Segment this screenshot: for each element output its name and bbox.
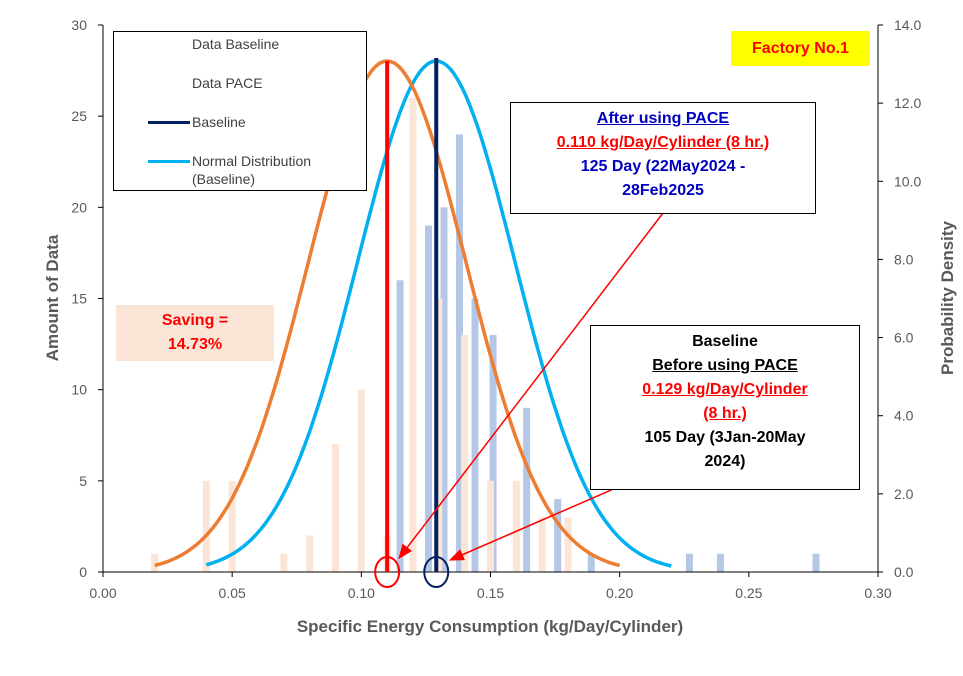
legend-swatch xyxy=(114,113,190,131)
arrow-after-pace xyxy=(398,212,664,560)
after-pace-box: After using PACE 0.110 kg/Day/Cylinder (… xyxy=(510,102,816,214)
axes-layer: 0.00 0.05 0.10 0.15 0.20 0.25 0.30 0 5 10 15 20 25 30… xyxy=(71,17,921,601)
legend-item-baseline: Baseline xyxy=(114,113,364,131)
y-right-tick-label: 10.0 xyxy=(894,173,921,189)
y-right-tick-label: 4.0 xyxy=(894,408,914,424)
x-tick-label: 0.25 xyxy=(735,585,762,601)
x-tick-label: 0.30 xyxy=(864,585,891,601)
normal-curve-pace xyxy=(154,59,621,568)
x-tick-label: 0.15 xyxy=(477,585,504,601)
bar-pace xyxy=(538,517,546,572)
legend-item-normal-distribution: Normal Distribution (Baseline) xyxy=(114,152,364,188)
y-right-tick-label: 12.0 xyxy=(894,95,921,111)
legend-label: Baseline xyxy=(192,114,246,130)
bar-baseline xyxy=(554,499,562,572)
baseline-mean-circle xyxy=(423,556,450,588)
factory-label: Factory No.1 xyxy=(731,31,870,66)
y-right-tick-label: 0.0 xyxy=(894,564,914,580)
bar-pace xyxy=(461,334,469,572)
bar-baseline xyxy=(456,134,463,572)
normal-curve-baseline xyxy=(205,59,672,568)
y-left-tick-label: 10 xyxy=(71,382,87,398)
x-tick-label: 0.05 xyxy=(219,585,246,601)
legend-item-data-baseline: Data Baseline xyxy=(114,35,364,53)
bar-baseline xyxy=(396,280,404,572)
bar-baseline xyxy=(716,553,724,572)
baseline-days: 105 Day (3Jan-20May xyxy=(644,429,806,446)
bar-baseline xyxy=(489,334,497,572)
bar-baseline xyxy=(685,553,693,572)
y-right-tick-label: 6.0 xyxy=(894,330,914,346)
bar-pace xyxy=(357,389,365,572)
bar-baseline xyxy=(587,553,595,572)
x-tick-label: 0.20 xyxy=(606,585,633,601)
y-right-tick-label: 14.0 xyxy=(894,17,921,33)
bars-layer xyxy=(151,97,820,573)
x-tick-label: 0.10 xyxy=(348,585,375,601)
y-left-tick-label: 30 xyxy=(71,17,87,33)
saving-box: Saving = 14.73% xyxy=(116,305,274,361)
x-axis-title: Specific Energy Consumption (kg/Day/Cyli… xyxy=(297,617,683,636)
bar-pace xyxy=(435,298,443,572)
y-left-axis-title: Amount of Data xyxy=(43,234,62,361)
bar-pace xyxy=(564,517,572,572)
y-left-tick-label: 5 xyxy=(79,473,87,489)
bar-pace xyxy=(280,553,288,572)
legend-swatch xyxy=(114,74,172,92)
bar-baseline xyxy=(425,225,432,573)
baseline-title: Baseline xyxy=(692,333,758,350)
bar-pace xyxy=(228,480,236,572)
x-tick-label: 0.00 xyxy=(89,585,116,601)
bar-pace xyxy=(512,480,520,572)
baseline-box: Baseline Before using PACE 0.129 kg/Day/… xyxy=(590,325,860,490)
y-left-tick-label: 20 xyxy=(71,199,87,215)
baseline-subtitle: Before using PACE xyxy=(652,357,798,374)
curves-layer xyxy=(154,59,672,568)
after-days: 125 Day (22May2024 - xyxy=(580,158,746,175)
baseline-value: 0.129 kg/Day/Cylinder xyxy=(642,381,808,398)
y-left-tick-label: 15 xyxy=(71,291,87,307)
bar-pace xyxy=(202,480,210,572)
bar-baseline xyxy=(440,207,448,573)
bar-pace xyxy=(487,480,494,572)
legend-label: Data PACE xyxy=(192,75,263,91)
legend: Data Baseline Data PACE Baseline Normal … xyxy=(113,31,367,191)
pace-mean-circle xyxy=(374,556,401,588)
legend-swatch xyxy=(114,35,172,53)
bar-pace xyxy=(306,535,314,572)
baseline-days-end: 2024) xyxy=(704,453,746,470)
mean-lines-layer xyxy=(374,58,450,588)
y-left-tick-label: 0 xyxy=(79,564,87,580)
legend-label: Normal Distribution (Baseline) xyxy=(192,153,312,187)
y-right-tick-label: 8.0 xyxy=(894,251,914,267)
bar-baseline xyxy=(471,298,479,572)
legend-label: Data Baseline xyxy=(192,36,280,52)
y-right-tick-label: 2.0 xyxy=(894,486,914,502)
bar-baseline xyxy=(812,553,820,572)
saving-line2: 14.73% xyxy=(167,336,223,353)
legend-swatch xyxy=(114,152,190,170)
legend-item-data-pace: Data PACE xyxy=(114,74,364,92)
after-value: 0.110 kg/Day/Cylinder (8 hr.) xyxy=(556,134,770,151)
y-left-tick-label: 25 xyxy=(71,108,87,124)
saving-line1: Saving = xyxy=(161,312,229,329)
baseline-hours: (8 hr.) xyxy=(703,405,747,422)
bar-baseline xyxy=(523,407,531,572)
y-right-axis-title: Probability Density xyxy=(938,220,957,375)
after-title: After using PACE xyxy=(596,110,730,127)
bar-pace xyxy=(409,97,417,572)
after-days-end: 28Feb2025 xyxy=(622,182,704,199)
bar-pace xyxy=(151,553,159,572)
bar-pace xyxy=(332,444,339,572)
